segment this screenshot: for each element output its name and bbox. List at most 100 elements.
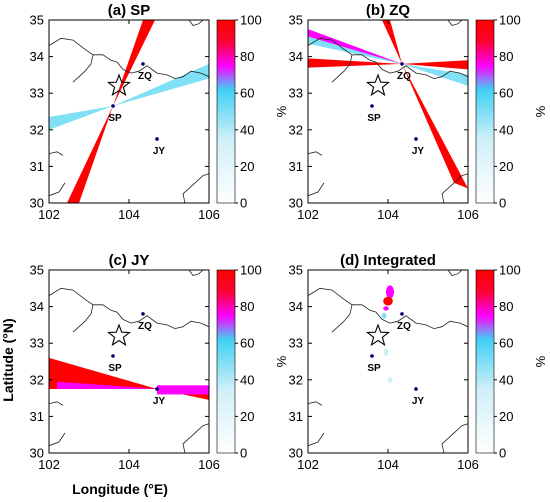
x-tick-label: 102: [297, 457, 319, 472]
probability-cell: [383, 296, 393, 306]
plot-area: [49, 270, 209, 453]
y-tick-label: 32: [30, 372, 44, 387]
colorbar: [216, 19, 236, 204]
plot-content: [308, 20, 468, 203]
x-tick-label: 106: [198, 457, 220, 472]
boundary-line: [308, 287, 468, 330]
colorbar-tick-label: 40: [499, 122, 513, 137]
x-tick-label: 104: [118, 207, 140, 222]
station-label: JY: [412, 146, 425, 157]
colorbar-tick-label: 40: [240, 372, 254, 387]
plot-content: [49, 20, 209, 203]
station-marker: [111, 104, 115, 108]
y-tick-label: 32: [289, 122, 303, 137]
y-tick-label: 30: [289, 196, 303, 211]
boundary-line: [447, 20, 463, 26]
colorbar-tick-label: 80: [499, 49, 513, 64]
y-tick-label: 34: [289, 49, 303, 64]
station-marker: [111, 354, 115, 358]
boundary-line: [441, 173, 468, 203]
station-marker: [400, 62, 404, 66]
colorbar-unit-label: %: [274, 356, 289, 368]
epicenter-star: [106, 73, 132, 97]
colorbar-tick-label: 100: [240, 263, 262, 278]
panel-title: (d) Integrated: [340, 252, 436, 269]
boundary-line: [308, 151, 323, 156]
colorbar-tick-label: 0: [240, 446, 247, 461]
station-label: ZQ: [138, 321, 152, 332]
x-tick-label: 104: [377, 207, 399, 222]
boundary-line: [72, 304, 94, 333]
boundary-line: [49, 287, 209, 330]
panel-title: (a) SP: [108, 2, 151, 19]
boundary-line: [308, 401, 323, 406]
boundary-line: [308, 432, 325, 447]
plot-area: [49, 20, 209, 203]
probability-wedge: [402, 60, 468, 70]
station-label: SP: [367, 363, 381, 374]
boundary-line: [49, 432, 66, 447]
colorbar-tick-label: 100: [499, 263, 521, 278]
epicenter-star: [106, 323, 132, 347]
colorbar-tick-label: 0: [240, 196, 247, 211]
probability-cell: [387, 376, 393, 383]
boundary-line: [447, 270, 463, 276]
y-tick-label: 32: [289, 372, 303, 387]
y-tick-label: 35: [289, 263, 303, 278]
station-label: SP: [108, 363, 122, 374]
panel-d: SP ZQ JY 102 104 106 30 31 32 33 34 35 (d) Integrate…: [289, 252, 548, 472]
colorbar: [475, 19, 495, 204]
probability-wedge: [49, 106, 113, 130]
y-tick-label: 31: [30, 159, 44, 174]
station-marker: [141, 62, 145, 66]
x-tick-label: 106: [457, 457, 479, 472]
x-tick-label: 102: [297, 207, 319, 222]
station-label: SP: [367, 113, 381, 124]
boundary-line: [49, 182, 66, 197]
y-tick-label: 35: [289, 13, 303, 28]
panel-title: (c) JY: [109, 252, 150, 269]
boundary-line: [182, 173, 209, 203]
colorbar-tick-label: 60: [240, 86, 254, 101]
probability-wedge: [113, 20, 155, 107]
boundary-line: [182, 423, 209, 453]
station-marker: [370, 104, 374, 108]
y-tick-label: 33: [289, 336, 303, 351]
boundary-line: [49, 151, 64, 156]
boundary-line: [331, 54, 353, 83]
station-label: SP: [108, 113, 122, 124]
y-tick-label: 32: [30, 122, 44, 137]
y-tick-label: 30: [289, 446, 303, 461]
colorbar-tick-label: 20: [499, 159, 513, 174]
probability-wedge: [382, 20, 402, 64]
y-tick-label: 35: [30, 13, 44, 28]
boundary-line: [188, 270, 204, 276]
colorbar-tick-label: 0: [499, 196, 506, 211]
probability-wedge: [308, 58, 402, 68]
colorbar-unit-label: %: [533, 356, 548, 368]
boundary-line: [49, 37, 209, 80]
station-label: JY: [153, 396, 166, 407]
panel-b: SP ZQ JY 102 104 106 30 31 32 33 34 35 (b) ZQ 0 20 40 60…: [289, 2, 548, 222]
probability-wedge: [49, 357, 157, 389]
probability-wedge: [402, 63, 468, 86]
colorbar: [216, 269, 236, 454]
colorbar-tick-label: 80: [240, 299, 254, 314]
x-tick-label: 104: [377, 457, 399, 472]
probability-wedge: [67, 106, 113, 203]
panel-a: SP ZQ JY 102 104 106 30 31 32 33 34 35 (a) SP 0 20 40 60…: [30, 2, 289, 222]
probability-cell: [383, 306, 389, 311]
boundary-line: [72, 54, 94, 83]
y-tick-label: 31: [289, 409, 303, 424]
boundary-line: [331, 304, 353, 333]
y-tick-label: 33: [30, 86, 44, 101]
x-tick-label: 102: [38, 207, 60, 222]
boundary-line: [308, 182, 325, 197]
colorbar-tick-label: 100: [499, 13, 521, 28]
y-tick-label: 30: [30, 446, 44, 461]
x-tick-label: 104: [118, 457, 140, 472]
station-marker: [155, 137, 159, 141]
epicenter-star: [365, 323, 391, 347]
colorbar-tick-label: 20: [499, 409, 513, 424]
plot-content: [308, 270, 468, 453]
